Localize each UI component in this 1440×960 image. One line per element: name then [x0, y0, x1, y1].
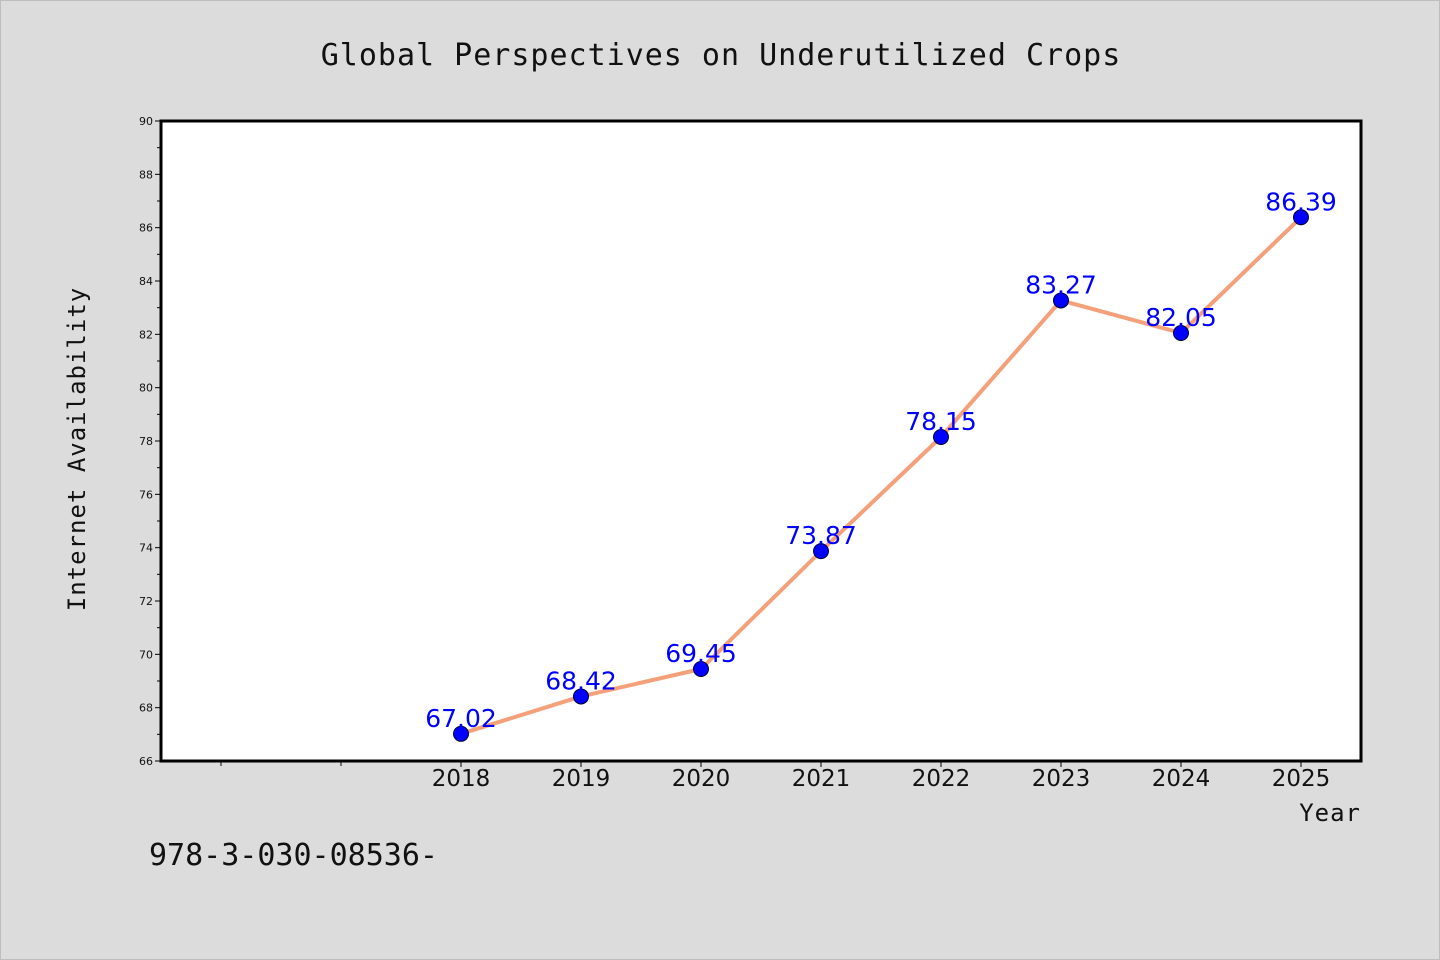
x-tick-label: 2025 — [1272, 766, 1331, 792]
y-tick-label: 86 — [139, 222, 153, 235]
y-axis-label: Internet Availability — [63, 287, 91, 611]
y-tick-label: 78 — [139, 435, 153, 448]
x-axis: 2018 2019 2020 2021 2022 2023 2024 2025 — [220, 761, 1331, 792]
data-label: 78.15 — [905, 407, 977, 436]
x-tick-label: 2022 — [912, 766, 971, 792]
data-label: 86.39 — [1265, 187, 1337, 216]
data-label: 67.02 — [425, 704, 497, 733]
y-tick-label: 66 — [139, 755, 153, 768]
x-tick-label: 2020 — [672, 766, 731, 792]
data-label: 82.05 — [1145, 303, 1217, 332]
data-point — [573, 688, 589, 705]
data-label: 69.45 — [665, 639, 737, 668]
y-tick-label: 68 — [139, 702, 153, 715]
y-tick-label: 90 — [139, 115, 153, 128]
plot-area — [161, 121, 1361, 761]
data-point — [813, 543, 829, 560]
data-point — [933, 429, 949, 445]
data-point — [453, 725, 469, 742]
plot-frame — [159, 119, 1363, 763]
data-labels: 67.02 68.42 69.45 73.87 78.15 83.27 82.05 86.39 — [425, 187, 1337, 733]
data-label: 68.42 — [545, 666, 617, 695]
data-point — [1053, 292, 1069, 309]
y-tick-label: 84 — [139, 275, 153, 288]
x-tick-label: 2019 — [552, 766, 611, 792]
y-tick-label: 76 — [139, 488, 153, 501]
series-group — [453, 209, 1309, 742]
y-axis: 66 68 70 72 74 76 78 80 82 84 86 88 90 — [139, 115, 161, 768]
chart-title: Global Perspectives on Underutilized Cro… — [321, 38, 1122, 73]
y-tick-label: 82 — [139, 328, 153, 341]
footer-code: 978-3-030-08536- — [149, 838, 438, 873]
x-axis-label: Year — [1299, 799, 1361, 827]
data-label: 73.87 — [785, 521, 857, 550]
y-tick-label: 70 — [139, 648, 153, 661]
data-label: 83.27 — [1025, 270, 1097, 299]
data-point — [1293, 209, 1309, 226]
x-tick-label: 2018 — [432, 766, 491, 792]
x-tick-label: 2023 — [1032, 766, 1091, 792]
data-point — [1173, 325, 1189, 341]
x-tick-label: 2021 — [792, 766, 851, 792]
y-tick-label: 80 — [139, 382, 153, 395]
series-line — [459, 215, 1303, 736]
y-tick-label: 74 — [139, 542, 153, 555]
x-tick-label: 2024 — [1152, 766, 1211, 792]
y-tick-label: 88 — [139, 168, 153, 181]
data-point — [693, 661, 709, 677]
y-tick-label: 72 — [139, 595, 153, 608]
